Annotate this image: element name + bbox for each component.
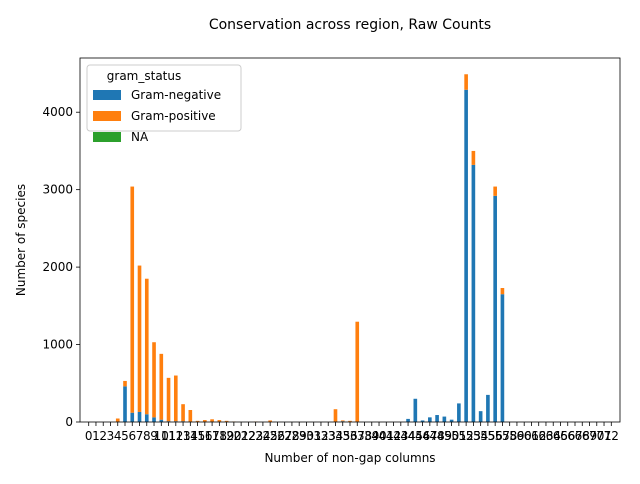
bar-gram-positive-13	[181, 404, 185, 421]
bar-gram-positive-4	[116, 419, 120, 422]
y-tick-label-4000: 4000	[42, 105, 73, 119]
y-tick-label-3000: 3000	[42, 183, 73, 197]
x-tick-label-72: 72	[604, 429, 619, 443]
bar-gram-positive-19	[225, 421, 229, 422]
bar-gram-positive-57	[501, 288, 505, 294]
bar-gram-positive-53	[472, 151, 476, 165]
legend-label-gram-positive: Gram-positive	[131, 109, 216, 123]
bar-gram-negative-53	[472, 165, 476, 422]
bar-gram-negative-55	[486, 395, 490, 422]
legend-swatch-na	[93, 132, 121, 142]
bar-gram-positive-9	[152, 342, 156, 417]
bar-gram-positive-15	[196, 421, 200, 422]
bar-gram-positive-10	[159, 354, 163, 420]
y-tick-label-2000: 2000	[42, 260, 73, 274]
bar-gram-negative-56	[493, 196, 497, 422]
bar-gram-positive-11	[167, 378, 171, 421]
bar-gram-positive-37	[355, 322, 359, 422]
bar-gram-negative-9	[152, 417, 156, 422]
bar-gram-negative-52	[464, 90, 468, 422]
bar-gram-negative-57	[501, 294, 505, 422]
legend-label-na: NA	[131, 130, 149, 144]
bar-gram-negative-47	[428, 417, 432, 422]
bar-gram-negative-54	[479, 411, 483, 422]
bar-gram-negative-48	[435, 415, 439, 422]
y-tick-label-1000: 1000	[42, 338, 73, 352]
chart-title: Conservation across region, Raw Counts	[209, 17, 491, 33]
x-axis-label: Number of non-gap columns	[264, 451, 435, 465]
bar-gram-positive-56	[493, 187, 497, 196]
bar-gram-positive-5	[123, 381, 127, 386]
bar-gram-negative-8	[145, 414, 149, 422]
y-tick-label-0: 0	[65, 415, 73, 429]
legend-swatch-gram-negative	[93, 90, 121, 100]
bar-gram-negative-6	[130, 413, 134, 422]
bar-gram-positive-14	[189, 410, 193, 422]
legend-label-gram-negative: Gram-negative	[131, 88, 221, 102]
bar-gram-negative-44	[406, 419, 410, 422]
legend: gram_status Gram-negative Gram-positive NA	[87, 65, 241, 144]
bar-gram-positive-12	[174, 376, 178, 422]
bar-gram-positive-6	[130, 187, 134, 413]
y-axis: 0 1000 2000 3000 4000	[42, 105, 80, 429]
bar-gram-positive-17	[210, 419, 214, 421]
bar-gram-positive-34	[334, 409, 338, 421]
bar-gram-negative-5	[123, 386, 127, 422]
bar-gram-negative-51	[457, 403, 461, 422]
bar-gram-negative-45	[414, 399, 418, 422]
bar-gram-positive-16	[203, 420, 207, 422]
bar-gram-positive-8	[145, 279, 149, 415]
bar-gram-negative-7	[138, 412, 142, 422]
bar-gram-positive-18	[218, 420, 222, 422]
bar-gram-positive-36	[348, 421, 352, 422]
y-axis-label: Number of species	[14, 184, 28, 296]
legend-title: gram_status	[107, 69, 181, 83]
legend-swatch-gram-positive	[93, 111, 121, 121]
bar-gram-positive-52	[464, 74, 468, 89]
bar-gram-positive-35	[341, 420, 345, 421]
bar-gram-negative-49	[443, 417, 447, 422]
bar-gram-positive-7	[138, 266, 142, 412]
